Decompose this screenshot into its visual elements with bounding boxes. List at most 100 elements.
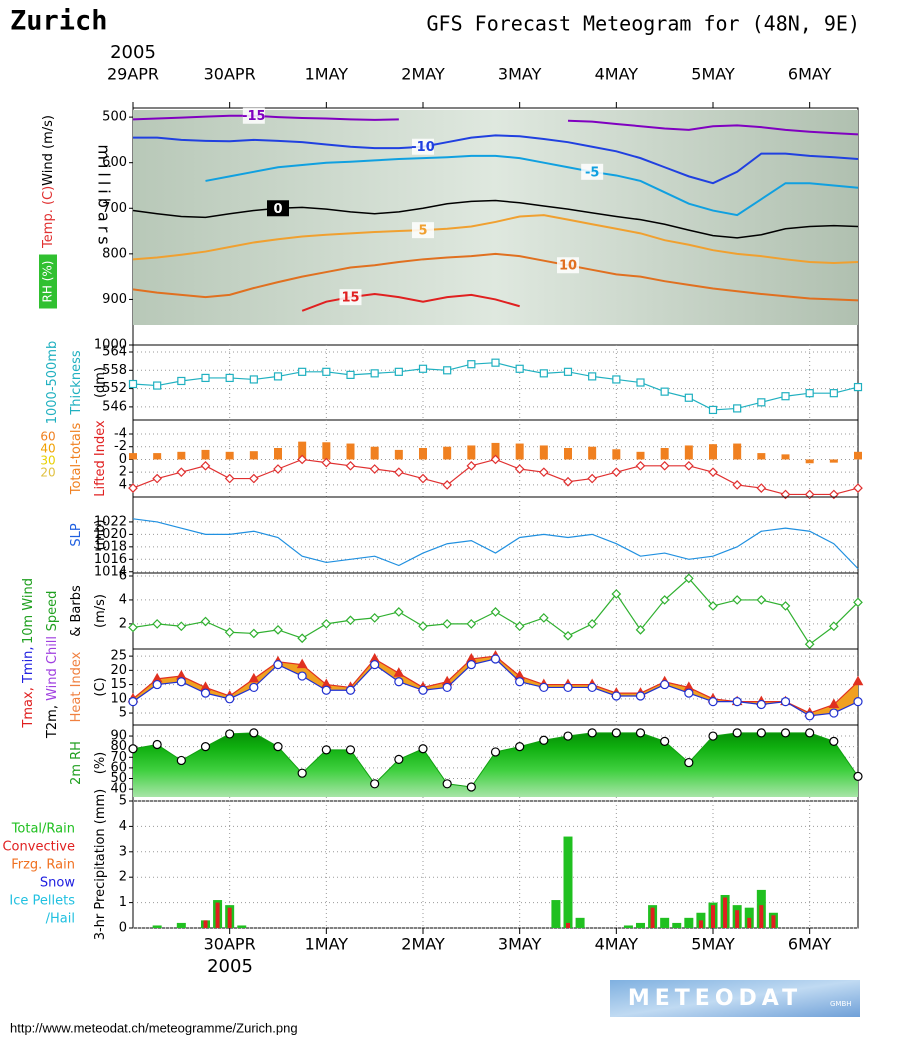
axis-label-part: 10m Wind xyxy=(21,578,36,644)
chart-title: GFS Forecast Meteogram for (48N, 9E) xyxy=(427,12,860,36)
marker xyxy=(370,779,380,789)
marker xyxy=(128,379,138,389)
marker xyxy=(539,735,549,745)
marker xyxy=(757,398,766,407)
bar xyxy=(698,920,703,928)
axis-label-part: Tmax, xyxy=(21,683,36,729)
tt-legend: 40 xyxy=(40,442,55,456)
source-url: http://www.meteodat.ch/meteogramme/Zuric… xyxy=(10,1020,298,1035)
marker xyxy=(708,405,718,415)
y-tick-label: 20 xyxy=(110,663,127,678)
isotherm-label-box xyxy=(557,257,579,274)
marker xyxy=(780,697,791,707)
marker xyxy=(128,697,138,707)
marker xyxy=(225,729,235,739)
marker xyxy=(490,607,501,617)
marker xyxy=(852,675,864,686)
marker xyxy=(635,625,646,635)
isotherm-label: -10 xyxy=(411,140,435,155)
marker xyxy=(829,736,839,746)
bar xyxy=(781,454,790,460)
y-tick-label: 0 xyxy=(119,452,127,467)
marker xyxy=(612,375,621,384)
x-tick-label: 4MAY xyxy=(595,935,639,954)
marker xyxy=(611,589,622,599)
x-tick-label: 3MAY xyxy=(498,935,542,954)
axis-label: 10m Wind xyxy=(21,578,36,644)
year-bottom: 2005 xyxy=(207,956,253,977)
marker xyxy=(683,573,694,584)
axis-label: SLP xyxy=(69,523,84,546)
marker xyxy=(708,697,718,707)
marker xyxy=(345,460,356,471)
y-tick-label: 1020 xyxy=(94,527,127,542)
marker xyxy=(587,619,598,629)
marker xyxy=(491,358,500,367)
bar xyxy=(564,448,572,460)
y-tick-label: 1016 xyxy=(94,552,127,567)
marker xyxy=(394,754,404,764)
y-tick-label: 552 xyxy=(102,381,127,396)
axis-label-part: Total-totals xyxy=(69,423,84,496)
marker xyxy=(273,625,283,635)
y-tick-label: 700 xyxy=(102,201,127,216)
bar xyxy=(177,451,186,460)
marker xyxy=(563,367,573,376)
marker xyxy=(345,685,356,695)
isotherm-label-box xyxy=(412,222,434,239)
axis-label-part: Lifted Index xyxy=(93,420,108,497)
isotherm-label: 15 xyxy=(341,291,359,306)
axis-label: Tmax, Tmin, xyxy=(21,646,36,728)
axis-label-part: 3-hr Precipitation (mm) xyxy=(93,789,108,941)
axis-label-part: 2m RH xyxy=(69,741,84,785)
isotherm xyxy=(301,292,520,312)
axis-label-part: (%) xyxy=(93,752,108,775)
marker xyxy=(732,480,743,490)
bar xyxy=(237,925,247,928)
marker xyxy=(732,728,742,738)
panel-frame xyxy=(132,496,859,574)
axis-label: & Barbs xyxy=(69,585,84,637)
bar xyxy=(588,446,597,460)
marker xyxy=(466,619,477,629)
axis-label-part: Heat Index xyxy=(69,651,84,722)
marker xyxy=(467,360,476,369)
location: Zurich xyxy=(10,6,108,37)
bar xyxy=(711,905,715,928)
marker xyxy=(249,728,259,738)
marker xyxy=(128,483,138,493)
axis-label: Heat Index xyxy=(69,651,84,722)
legend-entry: Snow xyxy=(40,876,75,891)
y-tick-label: 5 xyxy=(119,794,127,809)
marker xyxy=(539,682,549,693)
marker xyxy=(225,694,235,704)
marker xyxy=(563,731,573,741)
bar xyxy=(563,836,573,928)
marker xyxy=(345,615,356,626)
marker xyxy=(514,621,525,632)
axis-label-part: Speed xyxy=(45,591,60,632)
marker xyxy=(490,454,501,465)
x-tick-label: 2MAY xyxy=(401,65,445,84)
bar xyxy=(854,451,862,460)
x-tick-label: 2MAY xyxy=(401,935,445,954)
bar xyxy=(623,925,633,928)
bar xyxy=(744,907,754,928)
bar xyxy=(322,442,331,460)
marker xyxy=(829,389,838,398)
marker xyxy=(297,671,307,681)
marker xyxy=(297,633,308,644)
axis-label: (dm) xyxy=(93,367,108,398)
bar xyxy=(660,917,670,928)
band-fill xyxy=(133,656,858,716)
panel-frame xyxy=(132,800,859,929)
isotherm xyxy=(205,154,859,217)
bar xyxy=(215,902,220,928)
marker xyxy=(248,473,259,484)
marker xyxy=(394,367,403,376)
marker xyxy=(321,457,332,468)
marker xyxy=(708,601,718,611)
axis-label-part: 1000-500mb xyxy=(45,341,60,425)
legend-entry: Total/Rain xyxy=(11,822,75,837)
